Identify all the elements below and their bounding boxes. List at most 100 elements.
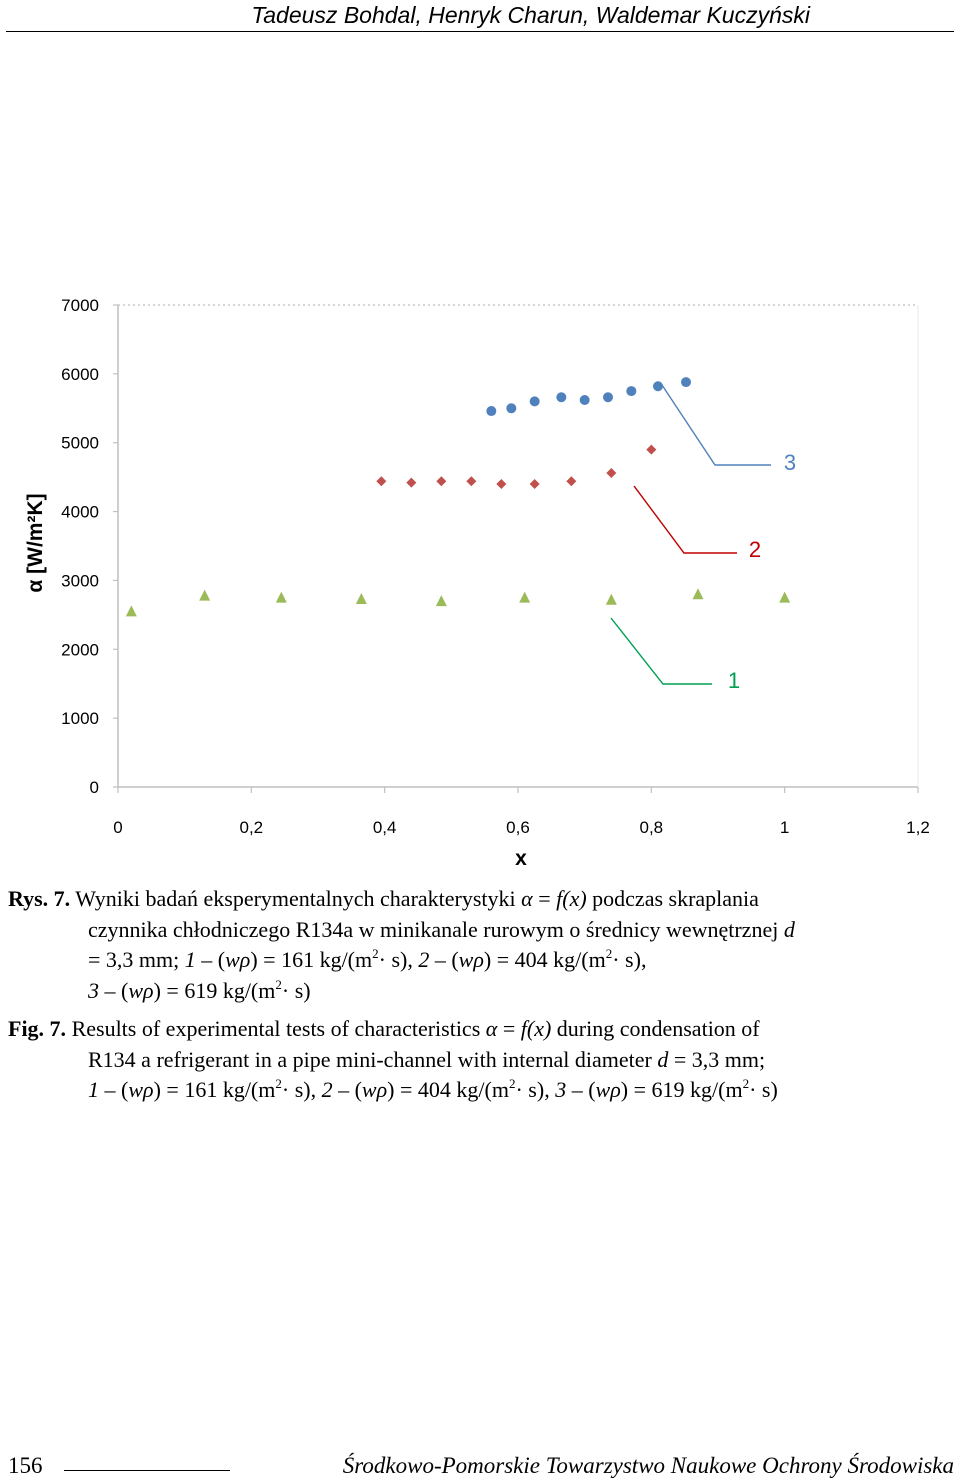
series-3-point — [529, 396, 540, 407]
caption-en-rho1: ρ — [143, 1077, 154, 1102]
caption-en-fx: f(x) — [520, 1016, 552, 1041]
caption-en-text2: during condensation of — [551, 1016, 760, 1041]
y-tick-label: 3000 — [61, 571, 99, 590]
caption-en-n3: 3 — [555, 1077, 567, 1102]
series-2-point — [436, 476, 447, 487]
series-1-point — [355, 593, 367, 605]
caption-en-n1: 1 — [88, 1077, 99, 1102]
annotation-2-label: 2 — [749, 537, 761, 562]
series-3-point — [556, 392, 567, 403]
caption-en-w1: w — [128, 1077, 144, 1102]
header-authors: Tadeusz Bohdal, Henryk Charun, Waldemar … — [251, 2, 810, 28]
x-axis-label: x — [515, 847, 527, 870]
chart-marks — [125, 377, 791, 617]
series-1-point — [199, 589, 211, 601]
y-tick-label: 6000 — [61, 365, 99, 384]
caption-pl-exp3: 2 — [275, 976, 282, 992]
x-tick-label: 1,2 — [906, 818, 930, 837]
y-tick-label: 7000 — [61, 296, 99, 315]
chart-annotations: 1 2 3 — [610, 384, 796, 693]
caption-pl-rho: ρ — [239, 947, 251, 972]
series-3-point — [626, 386, 637, 397]
caption-en-v3: 619 kg/(m — [651, 1077, 743, 1102]
annotation-1-label: 1 — [728, 668, 740, 693]
page-footer: 156 Środkowo-Pomorskie Towarzystwo Nauko… — [0, 1448, 960, 1481]
caption-pl-n1: 1 — [184, 947, 196, 972]
caption-en-v1: 161 kg/(m — [184, 1077, 276, 1102]
annotation-1-leader — [610, 617, 712, 685]
chart-axes — [117, 304, 919, 788]
scatter-chart: 0 0,2 0,4 0,6 0,8 1 1,2 0 1000 2000 3000 4000 5000 60… — [24, 296, 930, 870]
x-tick-label: 0 — [113, 818, 122, 837]
caption-en-exp2: 2 — [508, 1076, 516, 1091]
series-3-point — [681, 377, 691, 388]
annotation-3-leader — [661, 384, 771, 466]
y-tick-label: 1000 — [61, 709, 99, 728]
page-header: Tadeusz Bohdal, Henryk Charun, Waldemar … — [0, 0, 960, 32]
series-2-point — [606, 468, 617, 479]
series-2-point — [376, 476, 387, 487]
series-3-point — [486, 406, 497, 417]
caption-pl-n3: 3 — [88, 977, 99, 1003]
journal-name: Środkowo-Pomorskie Towarzystwo Naukowe O… — [342, 1453, 954, 1478]
caption-english: Fig. 7. Results of experimental tests of… — [8, 1016, 778, 1102]
caption-pl-w2: w — [458, 947, 474, 972]
caption-en-s3: · s) — [749, 1077, 778, 1102]
y-tick-label: 0 — [90, 778, 99, 797]
series-2-point — [466, 476, 477, 487]
caption-en-w2: w — [361, 1077, 377, 1102]
caption-pl-s3: · s) — [281, 977, 311, 1003]
series-1-point — [692, 588, 704, 600]
footer-rule — [64, 1470, 230, 1471]
caption-pl-line2a: czynnika chłodniczego R134a w minikanale… — [88, 916, 784, 942]
x-tick-label: 0,2 — [240, 818, 264, 837]
caption-en-d: d — [657, 1046, 669, 1072]
series-3-point — [603, 392, 613, 403]
chart-ticks: 0 0,2 0,4 0,6 0,8 1 1,2 0 1000 2000 3000 4000 5000 60… — [61, 296, 930, 837]
caption-en-exp1: 2 — [275, 1076, 282, 1091]
series-3-point — [506, 403, 517, 414]
caption-pl-exp: 2 — [372, 946, 379, 961]
caption-en-w3: w — [595, 1077, 611, 1102]
caption-pl-d: d — [783, 916, 795, 942]
caption-en-rho2: ρ — [376, 1077, 388, 1102]
caption-en-eq1: = — [497, 1016, 521, 1041]
series-1-point — [125, 605, 137, 617]
caption-pl-v3: 619 kg/(m — [184, 977, 276, 1003]
caption-pl-w: w — [225, 947, 240, 972]
caption-en-line2a: R134 a refrigerant in a pipe mini-channe… — [88, 1046, 658, 1072]
series-1-point — [435, 595, 447, 607]
caption-pl-eq1: = — [532, 886, 557, 911]
x-tick-label: 0,8 — [640, 818, 664, 837]
caption-en-alpha: α — [485, 1016, 498, 1041]
caption-en-v2: 404 kg/(m — [417, 1077, 509, 1102]
caption-pl-v2: 404 kg/(m — [514, 947, 606, 972]
caption-en-line2b: = 3,3 mm; — [668, 1046, 766, 1072]
caption-pl-s2: · s) — [612, 947, 641, 972]
caption-en-label: Fig. 7. — [8, 1016, 67, 1041]
series-2-point — [566, 476, 577, 487]
caption-pl-v1: 161 kg/(m — [281, 947, 373, 972]
caption-pl-text1: Wyniki badań eksperymentalnych charakter… — [70, 886, 522, 911]
caption-pl-s: · s) — [378, 947, 408, 972]
y-tick-label: 5000 — [61, 434, 99, 453]
caption-polish: Rys. 7. Wyniki badań eksperymentalnych c… — [8, 886, 795, 1003]
caption-en-n2: 2 — [321, 1077, 333, 1102]
series-3-point — [653, 381, 663, 392]
caption-pl-fx: f(x) — [556, 886, 587, 911]
y-tick-label: 4000 — [61, 503, 99, 522]
header-rule — [6, 31, 954, 32]
y-tick-label: 2000 — [61, 640, 99, 659]
series-2-point — [496, 479, 507, 490]
series-2-point — [646, 444, 657, 455]
x-tick-label: 0,4 — [373, 818, 397, 837]
caption-en-s2: · s) — [515, 1077, 545, 1102]
y-axis-label: α [W/m²K] — [24, 493, 47, 592]
x-tick-label: 1 — [780, 818, 789, 837]
caption-en-text1: Results of experimental tests of charact… — [66, 1016, 486, 1041]
caption-pl-line3a: = 3,3 mm; — [88, 947, 185, 972]
series-1-point — [519, 591, 531, 603]
caption-pl-alpha: α — [521, 886, 533, 911]
annotation-2-leader — [633, 485, 737, 554]
series-1-point — [779, 591, 791, 603]
